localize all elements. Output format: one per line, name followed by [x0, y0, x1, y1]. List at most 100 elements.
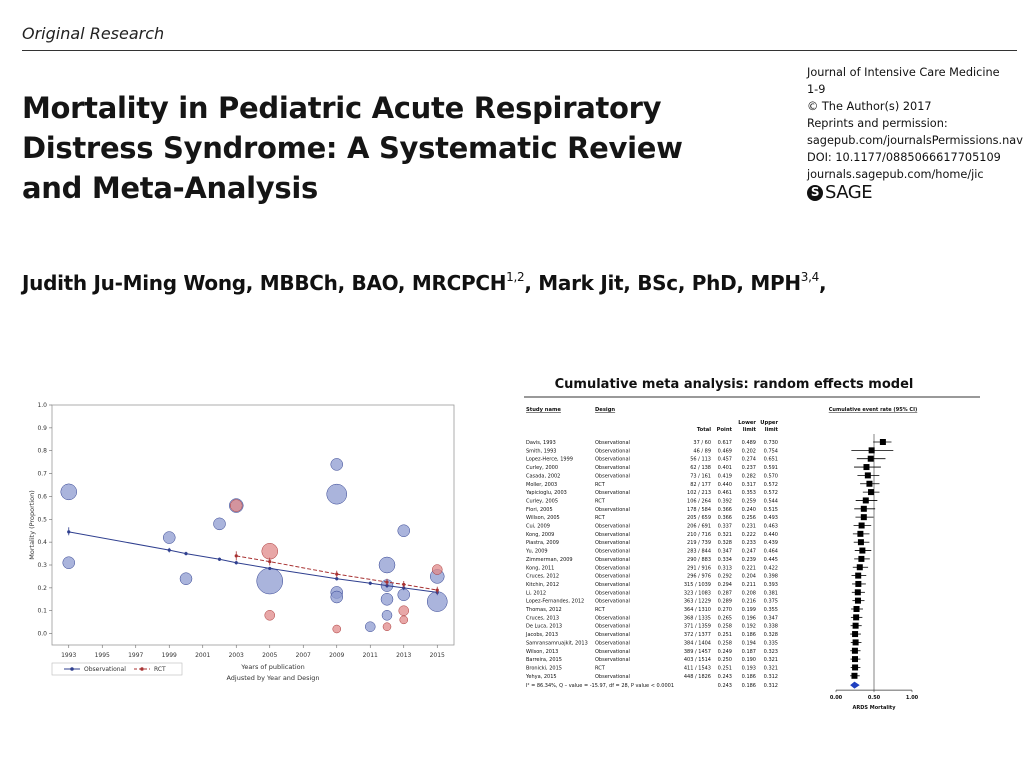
study-design: Observational — [595, 574, 630, 580]
observational-fit-marker — [268, 566, 272, 571]
study-upper: 0.328 — [764, 632, 778, 638]
study-design: Observational — [595, 632, 630, 638]
point-marker — [857, 539, 864, 546]
point-marker — [866, 480, 873, 487]
journal-info: Journal of Intensive Care Medicine 1-9 ©… — [807, 64, 1023, 202]
observational-bubble — [397, 524, 410, 537]
legend: Observational RCT — [64, 666, 166, 673]
x-tick-label: 2009 — [329, 652, 344, 659]
article-title: Mortality in Pediatric Acute Respiratory… — [22, 91, 683, 205]
journal-line: Journal of Intensive Care Medicine — [807, 66, 1000, 79]
study-lower: 0.199 — [742, 607, 756, 613]
study-total: 363 / 1229 — [684, 599, 711, 605]
study-lower: 0.233 — [742, 540, 756, 546]
study-name: Lopez-Fernandes, 2012 — [526, 599, 584, 605]
study-point: 0.347 — [718, 549, 732, 555]
section-label: Original Research — [22, 24, 165, 43]
legend-marker-observational — [70, 667, 74, 671]
x-axis-subtitle: Adjusted by Year and Design — [226, 674, 319, 682]
study-lower: 0.208 — [742, 590, 756, 596]
y-tick-label: 0.2 — [37, 585, 47, 592]
rct-fit-marker — [335, 572, 339, 576]
observational-bubble — [365, 621, 376, 632]
study-design: RCT — [595, 607, 606, 613]
study-lower: 0.489 — [742, 440, 756, 446]
rct-fit-marker — [435, 588, 439, 592]
y-tick-label: 0.1 — [37, 608, 47, 615]
legend-marker-rct — [140, 667, 144, 671]
study-name: Yu, 2009 — [525, 549, 548, 555]
study-point: 0.270 — [718, 607, 732, 613]
study-total: 106 / 264 — [687, 498, 711, 504]
point-marker — [879, 439, 886, 445]
point-marker — [867, 455, 874, 462]
study-upper: 0.570 — [764, 473, 778, 479]
study-name: Wilson, 2013 — [526, 649, 558, 655]
journal-line: © The Author(s) 2017 — [807, 100, 932, 113]
col-header-upper: Upper — [760, 420, 778, 426]
study-point: 0.287 — [718, 590, 732, 596]
study-name: Samransamruajkit, 2013 — [526, 640, 588, 646]
study-design: Observational — [595, 565, 630, 571]
study-lower: 0.256 — [742, 515, 756, 521]
study-total: 37 / 60 — [693, 440, 711, 446]
author-separator: , — [524, 271, 539, 295]
study-point: 0.313 — [718, 565, 732, 571]
study-name: Thomas, 2012 — [525, 607, 562, 613]
rct-bubble — [398, 605, 409, 616]
observational-bubble — [381, 610, 393, 621]
study-point: 0.440 — [718, 482, 732, 488]
study-upper: 0.544 — [764, 498, 778, 504]
summary-point: 0.243 — [718, 683, 732, 689]
heterogeneity-stats: I² = 86.34%, Q – value = -15.97, df = 28… — [526, 683, 674, 689]
study-total: 323 / 1083 — [684, 590, 711, 596]
observational-fit-marker — [217, 557, 222, 561]
y-tick-label: 0.0 — [37, 631, 47, 638]
study-design: RCT — [595, 482, 606, 488]
journal-line: 1-9 — [807, 83, 826, 96]
point-marker — [863, 464, 870, 471]
y-tick-label: 0.8 — [37, 448, 47, 455]
col-header-study: Study name — [526, 407, 561, 413]
point-marker — [852, 622, 859, 629]
legend-label-rct: RCT — [154, 666, 166, 673]
col-header-lower: limit — [743, 427, 757, 433]
study-design: Observational — [595, 524, 630, 530]
study-name: Lopez-Herce, 1999 — [526, 457, 573, 463]
study-name: Curley, 2000 — [526, 465, 558, 471]
study-design: Observational — [595, 457, 630, 463]
observational-bubble — [330, 590, 343, 604]
x-tick-label: 2011 — [363, 652, 378, 659]
study-lower: 0.231 — [742, 524, 756, 530]
study-point: 0.328 — [718, 540, 732, 546]
author-name: Judith Ju-Ming Wong, MBBCh, BAO, MRCPCH — [22, 271, 507, 295]
point-marker — [862, 497, 869, 504]
study-total: 219 / 739 — [687, 540, 711, 546]
study-point: 0.243 — [718, 674, 732, 680]
point-marker — [852, 656, 858, 663]
rct-fit-marker — [402, 582, 406, 587]
study-lower: 0.193 — [742, 665, 756, 671]
study-lower: 0.192 — [742, 624, 756, 630]
plot-header: Cumulative event rate (95% CI) — [829, 407, 917, 413]
study-lower: 0.237 — [742, 465, 756, 471]
rct-fit-marker — [234, 554, 238, 558]
point-marker — [864, 472, 871, 479]
observational-bubble — [380, 593, 394, 606]
study-point: 0.337 — [718, 524, 732, 530]
study-lower: 0.240 — [742, 507, 756, 513]
study-name: Moller, 2003 — [526, 482, 557, 488]
study-design: Observational — [595, 507, 630, 513]
study-upper: 0.440 — [764, 532, 778, 538]
study-name: Kitchin, 2012 — [526, 582, 559, 588]
study-point: 0.457 — [718, 457, 732, 463]
study-point: 0.294 — [718, 582, 732, 588]
study-point: 0.461 — [718, 490, 732, 496]
observational-bubble — [378, 556, 396, 574]
x-tick-label: 2005 — [262, 652, 277, 659]
study-total: 62 / 138 — [690, 465, 711, 471]
study-lower: 0.274 — [742, 457, 756, 463]
x-tick-label: 2013 — [396, 652, 411, 659]
study-point: 0.289 — [718, 599, 732, 605]
x-tick-label: 1995 — [95, 652, 110, 659]
